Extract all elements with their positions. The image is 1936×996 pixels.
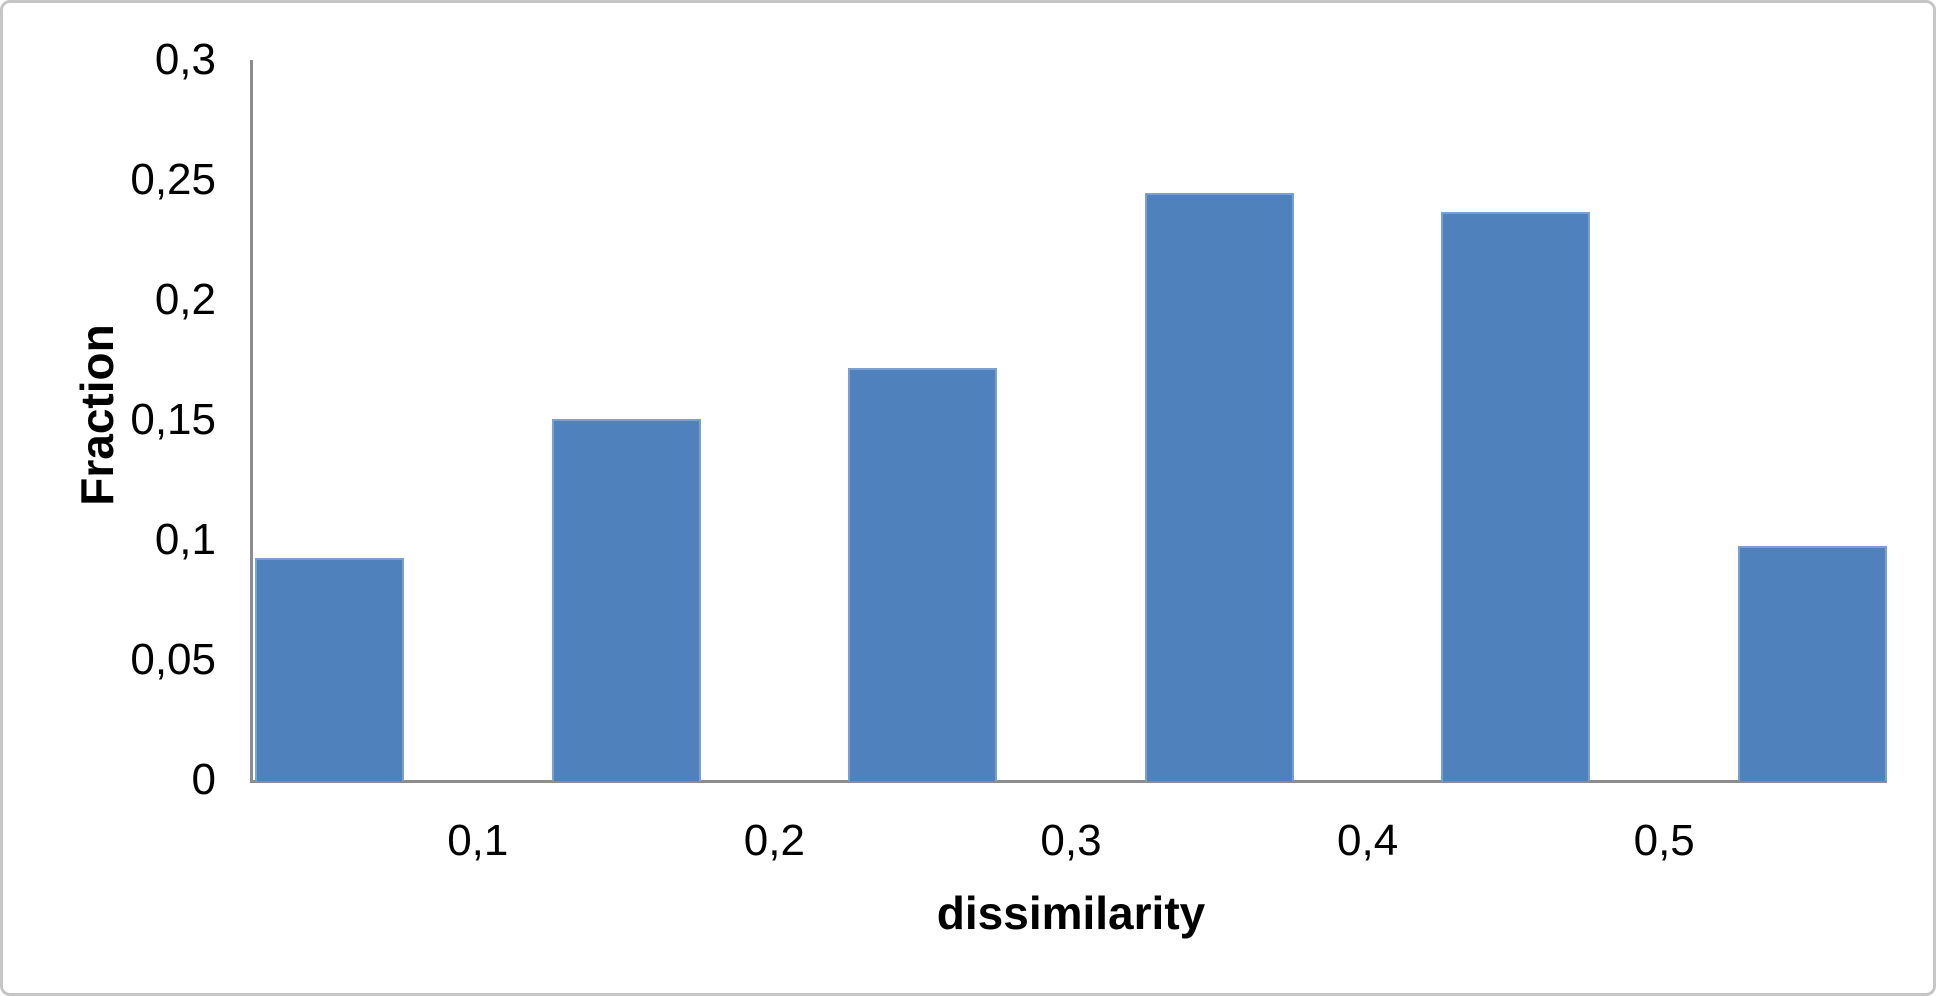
y-tick-label: 0,15: [130, 395, 216, 445]
x-axis-line: [250, 780, 1887, 783]
y-tick-label: 0,3: [154, 35, 216, 85]
x-tick-label: 0,2: [743, 816, 805, 865]
y-axis-title: Fraction: [71, 324, 123, 506]
bar-4: [1144, 193, 1294, 781]
bar-1: [255, 557, 404, 781]
y-tick-label: 0,2: [154, 275, 216, 325]
y-tick-label: 0,1: [154, 515, 216, 565]
y-tick-label: 0: [191, 755, 216, 805]
y-tick-label: 0,05: [130, 635, 216, 685]
x-tick-label: 0,5: [1633, 816, 1695, 865]
x-tick-label: 0,1: [447, 816, 509, 865]
x-tick-label: 0,3: [1040, 816, 1102, 865]
bar-6: [1738, 545, 1887, 781]
x-axis-title: dissimilarity: [936, 887, 1206, 939]
bar-2: [551, 418, 701, 781]
x-tick-label: 0,4: [1337, 816, 1399, 865]
y-axis-line: [250, 60, 253, 782]
bar-5: [1441, 212, 1591, 781]
bar-3: [848, 368, 998, 781]
y-tick-label: 0,25: [130, 155, 216, 205]
